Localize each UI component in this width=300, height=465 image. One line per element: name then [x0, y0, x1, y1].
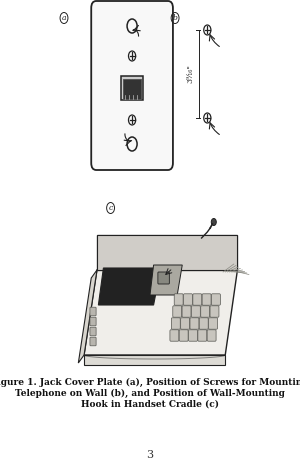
Text: Figure 1. Jack Cover Plate (a), Position of Screws for Mounting
Telephone on Wal: Figure 1. Jack Cover Plate (a), Position… — [0, 378, 300, 408]
FancyBboxPatch shape — [198, 330, 207, 341]
Polygon shape — [150, 265, 182, 295]
FancyBboxPatch shape — [190, 318, 199, 329]
Polygon shape — [98, 268, 161, 305]
FancyBboxPatch shape — [189, 330, 197, 341]
FancyBboxPatch shape — [170, 330, 179, 341]
Text: b: b — [172, 14, 178, 22]
FancyBboxPatch shape — [90, 327, 96, 336]
FancyBboxPatch shape — [90, 337, 96, 346]
FancyBboxPatch shape — [207, 330, 216, 341]
Text: a: a — [62, 14, 66, 22]
FancyBboxPatch shape — [179, 330, 188, 341]
FancyBboxPatch shape — [201, 306, 210, 317]
Circle shape — [211, 219, 216, 226]
FancyBboxPatch shape — [182, 306, 191, 317]
Text: c: c — [109, 204, 113, 212]
FancyBboxPatch shape — [212, 294, 220, 305]
FancyBboxPatch shape — [158, 272, 169, 284]
Polygon shape — [97, 235, 237, 270]
FancyBboxPatch shape — [91, 1, 173, 170]
FancyBboxPatch shape — [199, 318, 208, 329]
Polygon shape — [84, 270, 237, 355]
FancyBboxPatch shape — [193, 294, 202, 305]
FancyBboxPatch shape — [173, 306, 182, 317]
Polygon shape — [84, 355, 225, 365]
FancyBboxPatch shape — [90, 317, 96, 326]
FancyBboxPatch shape — [191, 306, 200, 317]
Text: 3⁹⁄₁₆": 3⁹⁄₁₆" — [186, 65, 194, 83]
FancyBboxPatch shape — [174, 294, 183, 305]
FancyBboxPatch shape — [208, 318, 217, 329]
FancyBboxPatch shape — [202, 294, 211, 305]
Bar — [124, 79, 141, 99]
FancyBboxPatch shape — [181, 318, 190, 329]
FancyBboxPatch shape — [210, 306, 219, 317]
Polygon shape — [97, 235, 237, 270]
FancyBboxPatch shape — [171, 318, 180, 329]
Text: 3: 3 — [146, 450, 154, 460]
FancyBboxPatch shape — [90, 307, 96, 316]
Bar — [121, 76, 143, 100]
FancyBboxPatch shape — [184, 294, 192, 305]
Polygon shape — [78, 270, 97, 363]
